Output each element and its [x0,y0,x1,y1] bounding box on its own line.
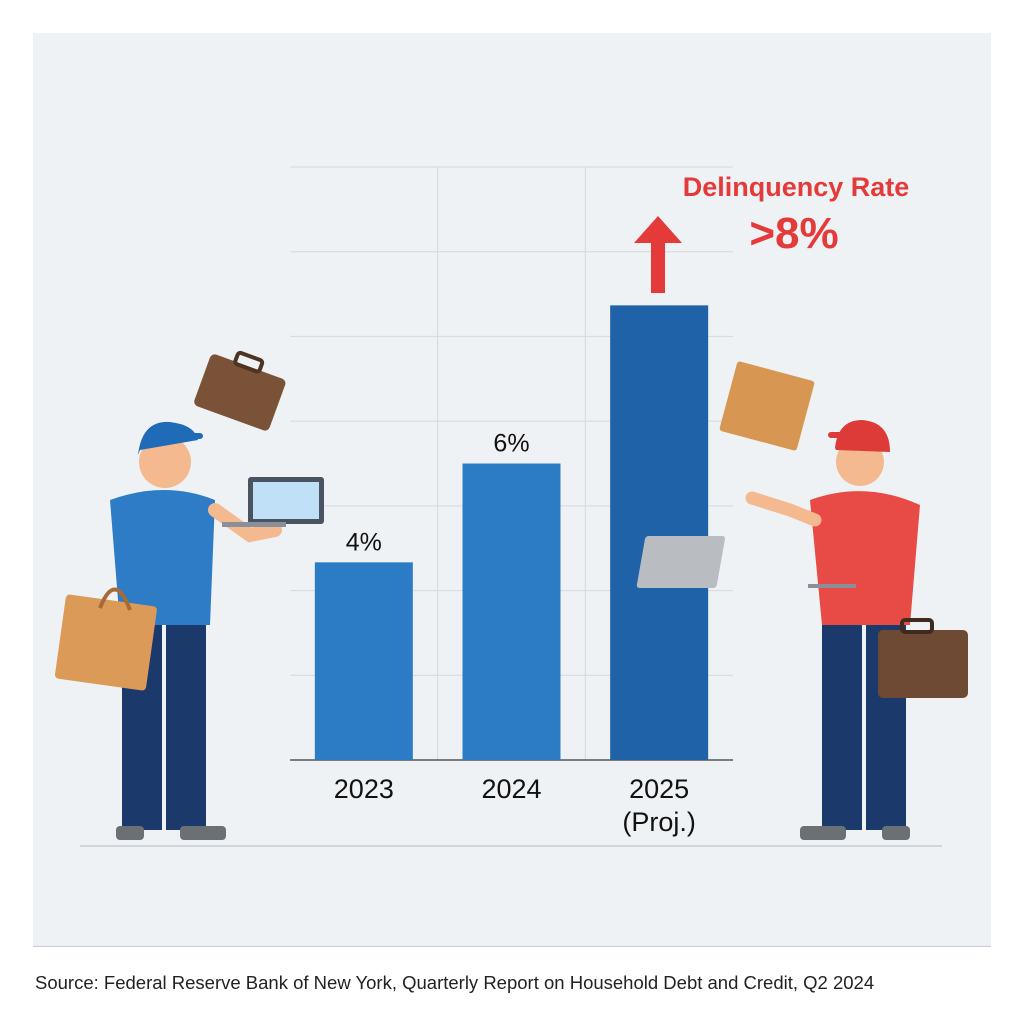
x-tick-label: 2024 [481,774,541,804]
bar-2025 [610,305,709,760]
arrow-up-icon [634,216,682,293]
x-tick-label: (Proj.) [622,807,696,837]
x-tick-label: 2023 [334,774,394,804]
data-label: 6% [493,430,529,458]
bar-2023 [314,562,413,760]
bar-2024 [462,463,561,760]
laptop-icon [636,536,726,588]
annotation-title: Delinquency Rate [683,172,910,202]
labels: 4% 2023 6% 2024 2025(Proj.) [334,430,696,838]
briefcase-icon [194,354,286,431]
x-tick-label: 2025 [629,774,689,804]
bars [314,305,709,760]
annotation-value: >8% [749,209,838,258]
worker-right-illustration [636,361,968,840]
worker-left-illustration [54,350,324,840]
data-label: 4% [346,528,382,556]
panel-divider [33,946,991,947]
package-box-icon [719,361,815,451]
annotation: Delinquency Rate >8% [634,172,909,293]
shopping-bag-icon [54,594,157,691]
briefcase-icon [878,630,968,698]
source-note: Source: Federal Reserve Bank of New York… [35,972,875,993]
